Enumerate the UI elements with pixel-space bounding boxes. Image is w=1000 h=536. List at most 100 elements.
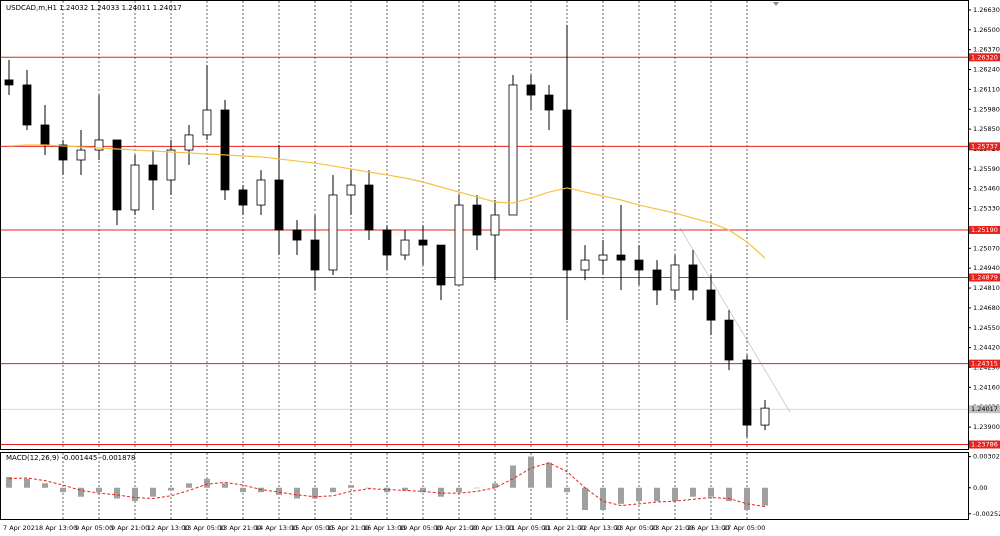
candle-body (256, 179, 266, 206)
macd-signal (8, 462, 766, 508)
y-tick-label: 1.24940 (973, 264, 1000, 272)
x-tick-label: 13 Apr 05:00 (183, 524, 225, 532)
candle-body (526, 84, 536, 96)
macd-bar (204, 478, 210, 488)
x-tick-label: 7 Apr 2021 (3, 524, 39, 532)
candle-body (4, 79, 14, 86)
macd-bar (60, 487, 66, 493)
y-tick-label: 1.26110 (973, 85, 1000, 93)
candle-body (112, 139, 122, 211)
level-label: 1.26320 (971, 53, 998, 61)
y-tick-label: 1.25070 (973, 244, 1000, 252)
macd-bar (330, 487, 336, 493)
candle-body (364, 184, 374, 231)
macd-y-tick-label: 0.003021 (973, 453, 1000, 461)
macd-bar (618, 487, 624, 504)
y-tick-label: 1.25590 (973, 165, 1000, 173)
x-tick-label: 19 Apr 21:00 (435, 524, 477, 532)
macd-bar (42, 483, 48, 488)
candle-body (688, 264, 698, 291)
candle-body (58, 144, 68, 161)
y-tick-label: 1.25330 (973, 205, 1000, 213)
macd-pane-border (0, 452, 969, 520)
macd-bar (150, 487, 156, 497)
x-tick-label: 15 Apr 05:00 (291, 524, 333, 532)
macd-bar (492, 483, 498, 488)
macd-y-tick-label: 0.00 (973, 484, 987, 492)
candle-body (616, 254, 626, 261)
macd-bar (762, 487, 768, 506)
trend-line (679, 227, 791, 413)
macd-bar (744, 487, 750, 511)
level-label: 1.24315 (971, 360, 998, 368)
level-label-box (969, 359, 1000, 368)
x-tick-label: 22 Apr 13:00 (579, 524, 621, 532)
macd-bar (636, 487, 642, 502)
macd-bar (546, 462, 552, 488)
x-tick-label: 27 Apr 05:00 (723, 524, 765, 532)
level-label-box (969, 225, 1000, 234)
y-tick-label: 1.24680 (973, 304, 1000, 312)
x-tick-label: 26 Apr 13:00 (687, 524, 729, 532)
candle-body (22, 84, 32, 126)
x-tick-label: 9 Apr 21:00 (111, 524, 149, 532)
candle-body (310, 239, 320, 271)
y-tick-label: 1.26500 (973, 26, 1000, 34)
macd-bar (600, 487, 606, 511)
y-tick-label: 1.24810 (973, 284, 1000, 292)
level-label: 1.23786 (971, 440, 998, 448)
candle-body (670, 264, 680, 291)
y-tick-label: 1.24550 (973, 324, 1000, 332)
x-tick-label: 13 Apr 21:00 (219, 524, 261, 532)
candle-body (94, 139, 104, 151)
candle-body (652, 269, 662, 291)
candle-body (328, 194, 338, 271)
macd-y-tick-label: -0.002521 (973, 510, 1000, 518)
candle-body (382, 229, 392, 256)
x-tick-label: 14 Apr 13:00 (255, 524, 297, 532)
x-tick-label: 15 Apr 21:00 (327, 524, 369, 532)
macd-bar (348, 485, 354, 488)
macd-bar (78, 487, 84, 497)
level-label: 1.25737 (971, 142, 998, 150)
candle-body (346, 184, 356, 196)
y-tick-label: 1.26370 (973, 46, 1000, 54)
x-tick-label: 21 Apr 05:00 (507, 524, 549, 532)
chart-title: USDCAD,m,H1 1.24032 1.24033 1.24011 1.24… (6, 4, 182, 12)
candle-body (76, 149, 86, 161)
macd-bar (402, 487, 408, 491)
macd-bar (312, 487, 318, 499)
shift-marker (773, 2, 779, 6)
y-tick-label: 1.25850 (973, 125, 1000, 133)
candle-body (436, 244, 446, 286)
macd-bar (690, 487, 696, 497)
candle-body (166, 149, 176, 181)
macd-bar (582, 487, 588, 511)
y-tick-label: 1.26630 (973, 6, 1000, 14)
macd-bar (294, 487, 300, 499)
macd-bar (672, 487, 678, 502)
x-tick-label: 9 Apr 05:00 (75, 524, 113, 532)
candle-body (148, 164, 158, 181)
y-tick-label: 1.26240 (973, 66, 1000, 74)
x-tick-label: 23 Apr 05:00 (615, 524, 657, 532)
macd-bar (384, 487, 390, 493)
level-label-box (969, 440, 1000, 449)
macd-bar (474, 487, 480, 489)
candle-body (706, 289, 716, 321)
y-tick-label: 1.25460 (973, 185, 1000, 193)
candle-body (634, 259, 644, 271)
macd-bar (168, 487, 174, 491)
candle-body (274, 179, 284, 231)
main-pane-border (0, 0, 969, 450)
candle-body (400, 239, 410, 256)
level-label-box (969, 142, 1000, 151)
candle-body (544, 94, 554, 111)
candle-body (238, 189, 248, 206)
macd-bar (420, 487, 426, 493)
candle-body (742, 359, 752, 426)
candle-body (562, 109, 572, 271)
macd-bar (240, 487, 246, 493)
macd-bar (96, 487, 102, 493)
